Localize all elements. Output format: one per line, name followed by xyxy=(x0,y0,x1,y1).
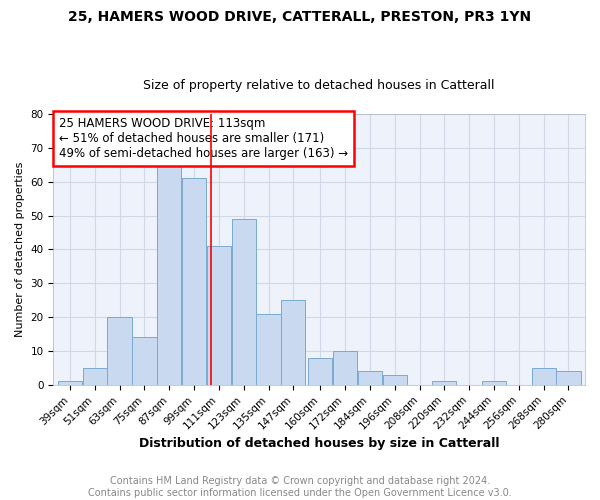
X-axis label: Distribution of detached houses by size in Catterall: Distribution of detached houses by size … xyxy=(139,437,499,450)
Bar xyxy=(281,300,305,385)
Bar xyxy=(207,246,231,385)
Bar xyxy=(383,374,407,385)
Bar xyxy=(157,165,181,385)
Bar xyxy=(256,314,281,385)
Bar xyxy=(308,358,332,385)
Bar xyxy=(556,372,581,385)
Bar xyxy=(182,178,206,385)
Bar xyxy=(432,382,457,385)
Text: Contains HM Land Registry data © Crown copyright and database right 2024.
Contai: Contains HM Land Registry data © Crown c… xyxy=(88,476,512,498)
Bar xyxy=(232,219,256,385)
Text: 25, HAMERS WOOD DRIVE, CATTERALL, PRESTON, PR3 1YN: 25, HAMERS WOOD DRIVE, CATTERALL, PRESTO… xyxy=(68,10,532,24)
Bar xyxy=(358,372,382,385)
Bar xyxy=(133,338,157,385)
Bar xyxy=(532,368,556,385)
Bar xyxy=(107,317,131,385)
Y-axis label: Number of detached properties: Number of detached properties xyxy=(15,162,25,337)
Text: 25 HAMERS WOOD DRIVE: 113sqm
← 51% of detached houses are smaller (171)
49% of s: 25 HAMERS WOOD DRIVE: 113sqm ← 51% of de… xyxy=(59,116,348,160)
Bar xyxy=(482,382,506,385)
Bar xyxy=(83,368,107,385)
Bar xyxy=(58,382,82,385)
Bar xyxy=(333,351,357,385)
Title: Size of property relative to detached houses in Catterall: Size of property relative to detached ho… xyxy=(143,79,495,92)
